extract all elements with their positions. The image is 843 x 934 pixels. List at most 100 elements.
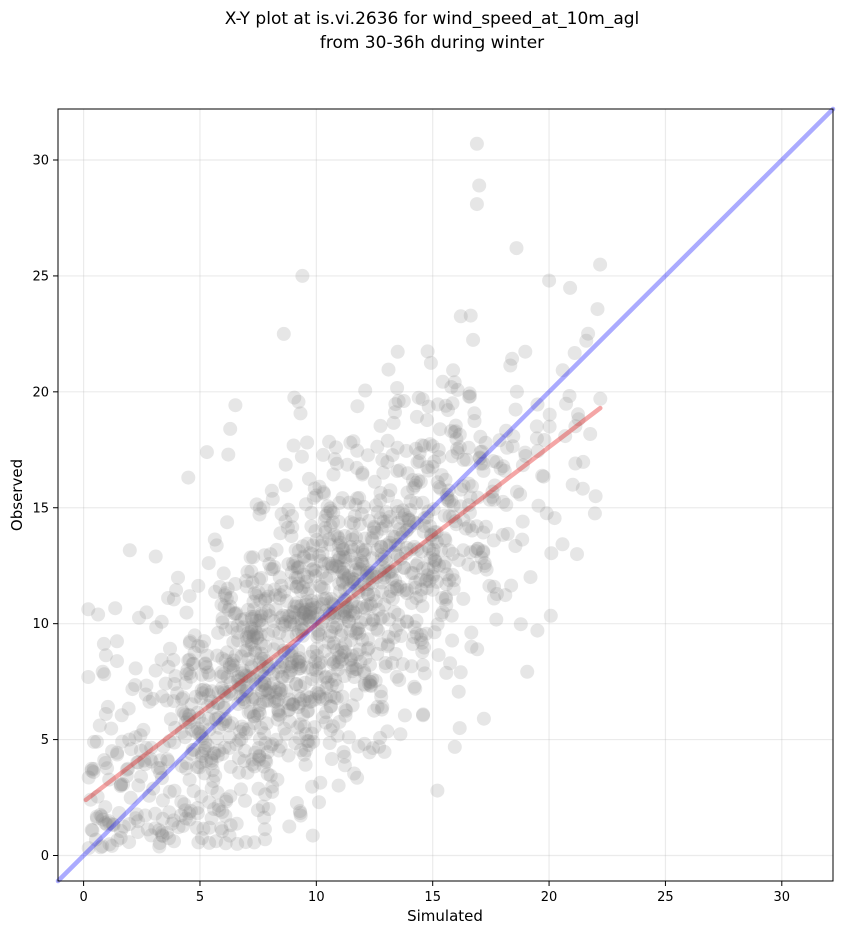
scatter-point	[180, 663, 195, 678]
scatter-point	[104, 838, 119, 853]
scatter-point	[93, 840, 108, 855]
scatter-point	[248, 745, 263, 760]
scatter-point	[360, 563, 375, 578]
scatter-point	[393, 530, 408, 545]
scatter-point	[182, 652, 197, 667]
scatter-point	[121, 761, 136, 776]
scatter-point	[593, 391, 608, 406]
scatter-point	[222, 660, 237, 675]
scatter-point	[294, 623, 309, 638]
scatter-point	[587, 506, 602, 521]
scatter-point	[325, 719, 340, 734]
scatter-point	[217, 666, 231, 681]
scatter-point	[212, 803, 227, 818]
scatter-point	[393, 551, 408, 566]
scatter-point	[101, 814, 116, 829]
scatter-point	[374, 521, 389, 536]
scatter-point	[284, 576, 299, 591]
scatter-point	[124, 742, 139, 757]
plot-frame	[57, 108, 834, 882]
scatter-point	[275, 670, 290, 685]
scatter-point	[281, 645, 296, 660]
y-tick-label: 25	[32, 269, 49, 284]
scatter-point	[487, 579, 501, 594]
scatter-point	[200, 698, 215, 713]
scatter-point	[114, 777, 129, 792]
scatter-point	[433, 481, 448, 496]
scatter-point	[209, 712, 224, 727]
scatter-point	[98, 756, 113, 770]
scatter-point	[245, 752, 260, 767]
scatter-point	[315, 534, 330, 549]
scatter-point	[236, 620, 251, 635]
scatter-point	[195, 831, 209, 845]
scatter-point	[487, 478, 502, 493]
scatter-point	[357, 577, 372, 592]
scatter-point	[271, 703, 286, 717]
scatter-point	[154, 652, 169, 667]
scatter-point	[291, 661, 306, 676]
scatter-point	[529, 431, 544, 446]
scatter-point	[361, 577, 376, 592]
scatter-point	[421, 463, 436, 478]
scatter-point	[322, 628, 337, 643]
scatter-point	[106, 818, 121, 833]
scatter-point	[204, 751, 219, 766]
scatter-point	[409, 496, 424, 510]
scatter-point	[98, 816, 113, 831]
scatter-point	[251, 803, 265, 818]
scatter-point	[288, 543, 303, 557]
scatter-point	[472, 178, 487, 193]
scatter-point	[312, 479, 327, 494]
scatter-point	[238, 743, 252, 758]
scatter-point	[438, 472, 453, 487]
scatter-point	[332, 605, 347, 620]
scatter-point	[298, 602, 313, 617]
scatter-point	[218, 808, 233, 823]
scatter-point	[410, 556, 425, 571]
scatter-point	[374, 689, 389, 704]
scatter-point	[246, 629, 261, 644]
scatter-point	[365, 672, 380, 687]
scatter-point	[217, 700, 232, 715]
scatter-point	[208, 768, 223, 783]
scatter-point	[470, 642, 485, 657]
scatter-point	[274, 507, 289, 522]
scatter-point	[396, 560, 411, 575]
scatter-point	[256, 694, 271, 709]
scatter-point	[441, 403, 455, 418]
scatter-point	[237, 692, 252, 707]
scatter-point	[252, 706, 267, 721]
scatter-point	[230, 836, 245, 851]
scatter-point	[259, 754, 274, 769]
scatter-point	[335, 566, 350, 580]
scatter-point	[243, 670, 258, 685]
scatter-point	[304, 505, 319, 520]
scatter-point	[224, 686, 239, 701]
scatter-point	[353, 655, 368, 669]
scatter-point	[253, 636, 268, 651]
scatter-point	[210, 696, 225, 711]
scatter-point	[302, 553, 317, 568]
scatter-point	[86, 765, 101, 780]
scatter-point	[83, 792, 98, 807]
scatter-point	[231, 633, 245, 648]
scatter-point	[110, 745, 125, 760]
scatter-point	[399, 546, 413, 561]
scatter-point	[408, 478, 423, 493]
scatter-point	[311, 626, 326, 641]
scatter-point	[345, 528, 360, 543]
scatter-point	[444, 424, 459, 439]
scatter-point	[310, 669, 325, 684]
scatter-point	[343, 548, 358, 563]
scatter-point	[182, 806, 197, 821]
scatter-point	[271, 743, 286, 758]
scatter-point	[265, 737, 280, 752]
scatter-point	[518, 344, 533, 359]
scatter-point	[282, 656, 297, 671]
scatter-point	[299, 594, 314, 609]
scatter-point	[194, 755, 208, 770]
scatter-point	[378, 659, 393, 674]
scatter-point	[153, 761, 168, 776]
scatter-point	[535, 468, 550, 483]
